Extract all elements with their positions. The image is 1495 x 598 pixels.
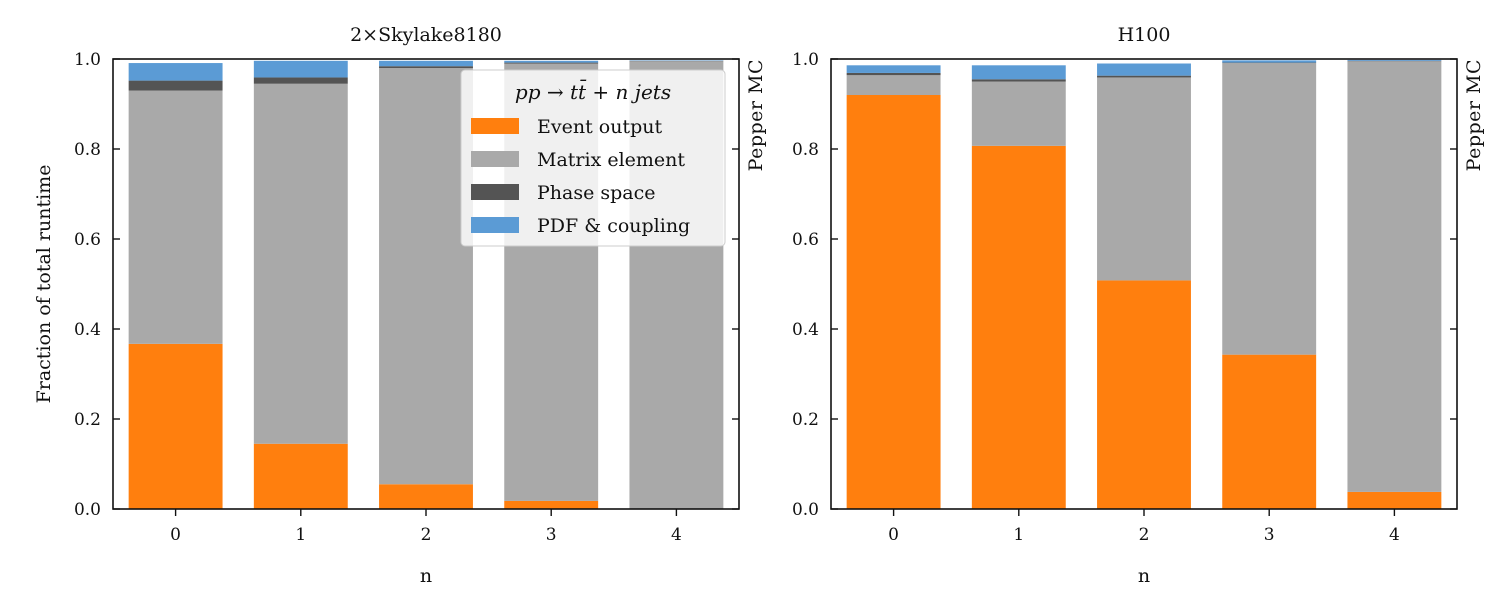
side-label: Pepper MC	[745, 59, 767, 171]
side-label: Pepper MC	[1463, 59, 1485, 171]
panel-h100: H100 0.0 0.2 0.4 0.6 0.8 1.0 0 1 2 3 4 n Pepper M…	[792, 24, 1485, 587]
x-tick-label: 4	[671, 525, 682, 545]
legend-label-event-output: Event output	[537, 116, 662, 138]
panel-title: H100	[1118, 24, 1171, 46]
y-tick-label: 0.0	[792, 500, 819, 520]
bar-segment-event-output-n2	[379, 484, 473, 509]
legend-label-phase-space: Phase space	[537, 182, 656, 204]
bar-segment-matrix-element-n4	[1347, 61, 1442, 492]
bar-segment-phase-space-n0	[128, 80, 223, 91]
bar-segment-event-output-n1	[253, 443, 348, 509]
x-tick-label: 0	[888, 525, 899, 545]
legend-box	[460, 69, 726, 247]
legend: pp → tt̄ + n jets Event output Matrix el…	[460, 69, 726, 247]
x-tick-label: 2	[1139, 525, 1150, 545]
bar-segment-event-output-n0	[846, 95, 941, 509]
bar-segment-event-output-n1	[971, 145, 1066, 509]
y-tick-label: 0.0	[74, 500, 101, 520]
legend-swatch-pdf-coupling	[471, 217, 519, 233]
bar-segment-phase-space-n1	[971, 79, 1066, 82]
bar-segment-pdf-coupling-n0	[846, 65, 941, 73]
x-tick-label: 4	[1389, 525, 1400, 545]
y-tick-label: 0.8	[792, 140, 819, 160]
bar-segment-phase-space-n2	[379, 66, 473, 68]
legend-title: pp → tt̄ + n jets	[515, 79, 671, 104]
bar-segment-pdf-coupling-n1	[253, 60, 348, 78]
bar-segment-matrix-element-n0	[846, 75, 941, 95]
y-tick-label: 0.8	[74, 140, 101, 160]
y-tick-label: 1.0	[74, 50, 101, 70]
bar-segment-event-output-n2	[1097, 280, 1191, 509]
x-tick-label: 1	[1013, 525, 1024, 545]
x-tick-label: 1	[295, 525, 306, 545]
bar-segment-event-output-n0	[128, 343, 223, 509]
x-tick-label: 3	[546, 525, 557, 545]
legend-swatch-phase-space	[471, 184, 519, 200]
bar-segment-pdf-coupling-n2	[1097, 63, 1191, 76]
bar-segment-matrix-element-n3	[1222, 63, 1317, 355]
x-axis-title: n	[420, 565, 432, 587]
bar-segment-matrix-element-n1	[971, 81, 1066, 146]
bar-segment-phase-space-n1	[253, 77, 348, 84]
legend-swatch-matrix-element	[471, 151, 519, 167]
x-tick-label: 3	[1264, 525, 1275, 545]
y-axis-title: Fraction of total runtime	[33, 165, 55, 404]
bar-segment-matrix-element-n2	[379, 68, 473, 485]
y-tick-label: 0.4	[74, 320, 101, 340]
bar-segment-event-output-n3	[1222, 354, 1317, 509]
bar-segment-matrix-element-n0	[128, 90, 223, 344]
x-axis-ticks: 0 1 2 3 4	[170, 509, 682, 545]
y-tick-label: 0.4	[792, 320, 819, 340]
x-axis-ticks: 0 1 2 3 4	[888, 509, 1400, 545]
y-axis-ticks: 0.0 0.2 0.4 0.6 0.8 1.0	[792, 50, 1457, 520]
x-tick-label: 2	[421, 525, 432, 545]
bars-group	[846, 59, 1442, 509]
y-tick-label: 0.2	[792, 410, 819, 430]
y-axis-ticks: 0.0 0.2 0.4 0.6 0.8 1.0	[74, 50, 739, 520]
bar-segment-phase-space-n3	[504, 62, 599, 64]
y-tick-label: 0.6	[792, 230, 819, 250]
bar-segment-pdf-coupling-n4	[1347, 59, 1442, 61]
y-tick-label: 0.2	[74, 410, 101, 430]
bar-segment-phase-space-n0	[846, 72, 941, 76]
y-tick-label: 1.0	[792, 50, 819, 70]
x-tick-label: 0	[170, 525, 181, 545]
bar-segment-matrix-element-n2	[1097, 77, 1191, 281]
panel-skylake: 2×Skylake8180 0.0 0.2 0.4 0.6 0.8 1.0 0 1 2 3 4 F…	[33, 24, 767, 587]
legend-label-pdf-coupling: PDF & coupling	[537, 215, 690, 237]
bar-segment-pdf-coupling-n3	[1222, 60, 1317, 63]
bar-segment-event-output-n3	[504, 500, 599, 509]
bar-segment-phase-space-n2	[1097, 75, 1191, 78]
legend-label-matrix-element: Matrix element	[537, 149, 685, 171]
bar-segment-pdf-coupling-n3	[504, 60, 599, 63]
bar-segment-matrix-element-n1	[253, 83, 348, 444]
bar-segment-pdf-coupling-n2	[379, 60, 473, 67]
bar-segment-event-output-n4	[1347, 491, 1442, 509]
panel-title: 2×Skylake8180	[350, 24, 502, 46]
legend-swatch-event-output	[471, 118, 519, 134]
bar-segment-pdf-coupling-n1	[971, 65, 1066, 80]
y-tick-label: 0.6	[74, 230, 101, 250]
bar-segment-pdf-coupling-n0	[128, 63, 223, 81]
x-axis-title: n	[1138, 565, 1150, 587]
